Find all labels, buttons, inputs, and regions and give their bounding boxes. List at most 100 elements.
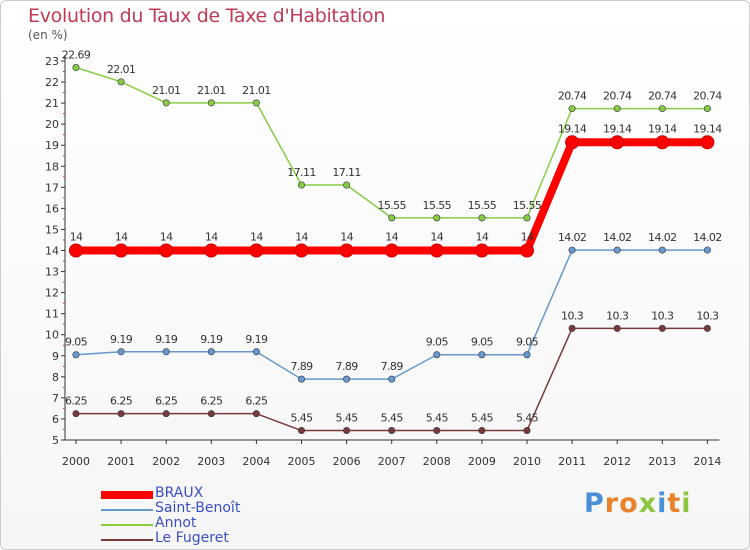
- data-label-le-fugeret: 5.45: [471, 412, 494, 425]
- data-label-braux: 14: [160, 231, 173, 244]
- y-tick-label: 13: [45, 266, 59, 279]
- data-point-annot: [478, 214, 486, 222]
- data-point-annot: [72, 64, 80, 72]
- data-label-annot: 21.01: [242, 84, 271, 97]
- data-point-le-fugeret: [252, 410, 260, 418]
- chart-title: Evolution du Taux de Taxe d'Habitation: [28, 5, 386, 27]
- x-tick-label: 2003: [197, 455, 225, 468]
- data-label-le-fugeret: 6.25: [110, 395, 133, 408]
- data-label-saint-beno-t: 9.19: [155, 333, 178, 346]
- data-label-saint-beno-t: 14.02: [693, 231, 722, 244]
- data-point-saint-beno-t: [658, 246, 666, 254]
- data-point-le-fugeret: [343, 427, 351, 435]
- x-tick-label: 2010: [513, 455, 541, 468]
- y-tick-label: 20: [45, 118, 59, 131]
- data-point-annot: [297, 181, 305, 189]
- data-label-saint-beno-t: 7.89: [336, 360, 359, 373]
- x-tick-label: 2004: [242, 455, 270, 468]
- data-point-le-fugeret: [658, 324, 666, 332]
- data-point-saint-beno-t: [72, 351, 80, 359]
- y-tick-label: 22: [45, 76, 59, 89]
- data-label-saint-beno-t: 9.05: [516, 336, 539, 349]
- data-point-saint-beno-t: [162, 348, 170, 356]
- data-label-saint-beno-t: 9.19: [245, 333, 268, 346]
- data-point-le-fugeret: [297, 427, 305, 435]
- data-point-saint-beno-t: [252, 348, 260, 356]
- legend-label-saint-beno-t: Saint-Benoît: [155, 500, 241, 516]
- data-label-le-fugeret: 10.3: [696, 309, 719, 322]
- y-tick-label: 6: [52, 413, 59, 426]
- data-point-braux: [610, 135, 625, 150]
- data-point-braux: [249, 243, 264, 258]
- x-tick-label: 2011: [558, 455, 586, 468]
- x-tick-label: 2002: [152, 455, 180, 468]
- data-label-saint-beno-t: 9.05: [65, 336, 88, 349]
- data-point-le-fugeret: [117, 410, 125, 418]
- y-tick-label: 15: [45, 223, 59, 236]
- logo-letter: t: [667, 488, 682, 519]
- y-tick-label: 17: [45, 181, 59, 194]
- data-label-saint-beno-t: 9.05: [471, 336, 494, 349]
- legend-swatch-annot: [101, 524, 153, 526]
- data-point-saint-beno-t: [568, 246, 576, 254]
- data-label-braux: 19.14: [693, 122, 722, 135]
- y-tick-label: 9: [52, 350, 59, 363]
- data-point-le-fugeret: [72, 410, 80, 418]
- y-tick-label: 12: [45, 287, 59, 300]
- data-point-le-fugeret: [478, 427, 486, 435]
- data-label-le-fugeret: 5.45: [290, 412, 313, 425]
- legend-swatch-le-fugeret: [101, 539, 153, 541]
- data-point-annot: [568, 105, 576, 113]
- data-point-annot: [252, 99, 260, 107]
- legend-label-braux: BRAUX: [155, 485, 204, 501]
- data-point-saint-beno-t: [207, 348, 215, 356]
- data-label-saint-beno-t: 7.89: [290, 360, 313, 373]
- data-point-le-fugeret: [388, 427, 396, 435]
- data-point-saint-beno-t: [388, 375, 396, 383]
- data-point-braux: [700, 135, 715, 150]
- data-point-annot: [162, 99, 170, 107]
- data-label-saint-beno-t: 9.19: [200, 333, 223, 346]
- data-point-braux: [159, 243, 174, 258]
- data-label-annot: 20.74: [603, 90, 632, 103]
- data-point-annot: [343, 181, 351, 189]
- data-point-braux: [69, 243, 83, 258]
- data-point-annot: [523, 214, 531, 222]
- x-tick-label: 2009: [468, 455, 496, 468]
- data-point-annot: [658, 105, 666, 113]
- data-label-le-fugeret: 6.25: [155, 395, 178, 408]
- data-point-braux: [339, 243, 354, 258]
- data-point-saint-beno-t: [703, 246, 711, 254]
- data-label-saint-beno-t: 14.02: [648, 231, 677, 244]
- data-label-le-fugeret: 5.45: [381, 412, 404, 425]
- y-tick-label: 23: [45, 55, 59, 68]
- data-label-le-fugeret: 6.25: [200, 395, 223, 408]
- y-tick-label: 5: [52, 434, 59, 447]
- data-label-braux: 14: [70, 231, 83, 244]
- data-point-le-fugeret: [433, 427, 441, 435]
- data-label-saint-beno-t: 14.02: [603, 231, 632, 244]
- data-label-le-fugeret: 6.25: [65, 395, 88, 408]
- data-point-le-fugeret: [703, 324, 711, 332]
- data-label-saint-beno-t: 9.05: [426, 336, 449, 349]
- data-point-braux: [655, 135, 670, 150]
- data-point-le-fugeret: [207, 410, 215, 418]
- data-point-braux: [565, 135, 580, 150]
- y-tick-label: 14: [45, 245, 59, 258]
- data-label-braux: 19.14: [558, 122, 587, 135]
- legend-label-le-fugeret: Le Fugeret: [155, 530, 229, 546]
- data-label-braux: 19.14: [648, 122, 677, 135]
- data-label-braux: 14: [205, 231, 218, 244]
- data-label-saint-beno-t: 7.89: [381, 360, 404, 373]
- data-point-le-fugeret: [613, 324, 621, 332]
- data-label-annot: 20.74: [693, 90, 722, 103]
- y-tick-label: 21: [45, 97, 59, 110]
- y-tick-label: 10: [45, 329, 59, 342]
- data-label-annot: 21.01: [197, 84, 226, 97]
- y-tick-label: 19: [45, 139, 59, 152]
- data-point-braux: [520, 243, 534, 258]
- data-point-braux: [429, 243, 444, 258]
- data-label-braux: 14: [430, 231, 443, 244]
- y-unit-label: (en %): [28, 28, 68, 42]
